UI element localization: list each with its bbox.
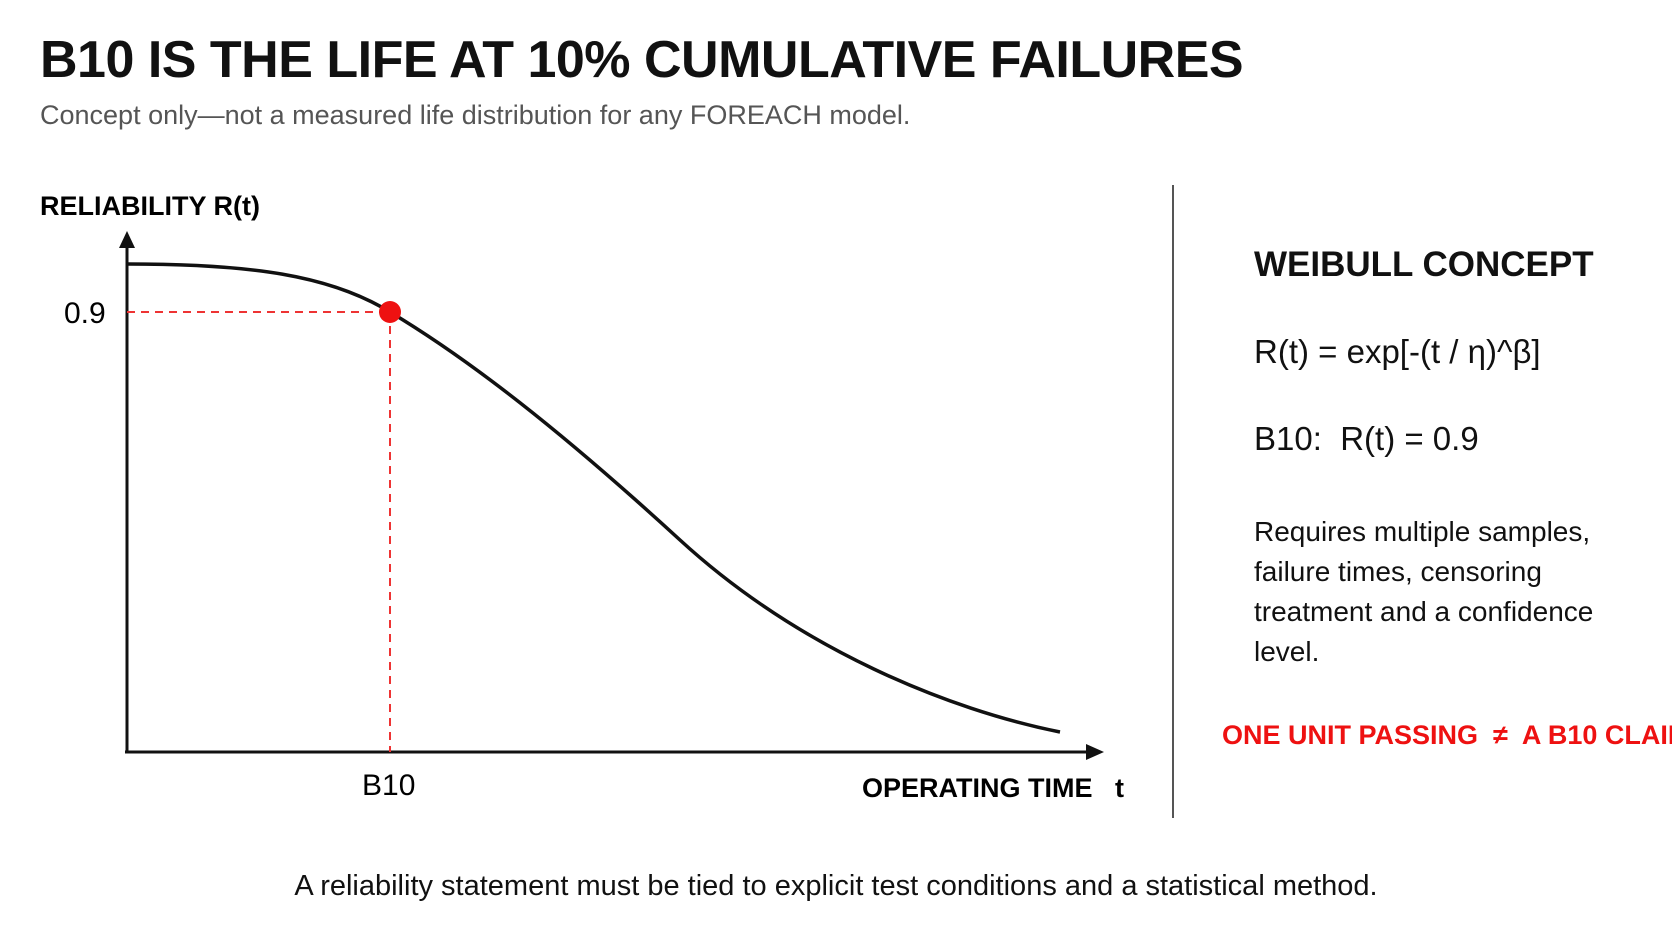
page-title: B10 IS THE LIFE AT 10% CUMULATIVE FAILUR… (40, 31, 1244, 89)
b10-definition: B10: R(t) = 0.9 (1254, 420, 1479, 457)
y-axis-arrow-icon (119, 231, 135, 248)
y-tick-label: 0.9 (64, 297, 106, 330)
weibull-formula: R(t) = exp[-(t / η)^β] (1254, 333, 1541, 370)
x-axis-label: OPERATING TIME t (862, 773, 1124, 803)
panel-heading: WEIBULL CONCEPT (1254, 245, 1594, 284)
x-tick-label: B10 (362, 769, 415, 802)
y-axis-label: RELIABILITY R(t) (40, 191, 260, 221)
reliability-curve (126, 262, 1061, 734)
x-axis-arrow-icon (1086, 744, 1104, 760)
footer-statement: A reliability statement must be tied to … (294, 870, 1378, 902)
reliability-chart: RELIABILITY R(t) 0.9 B10 OPERATING TIME … (40, 191, 1124, 803)
warning-text: ONE UNIT PASSING ≠ A B10 CLAIM (1222, 720, 1672, 750)
page-subtitle: Concept only—not a measured life distrib… (40, 100, 911, 130)
section-divider (1172, 185, 1174, 818)
b10-marker (379, 301, 401, 323)
requirements-note: Requires multiple samples, failure times… (1254, 516, 1594, 667)
